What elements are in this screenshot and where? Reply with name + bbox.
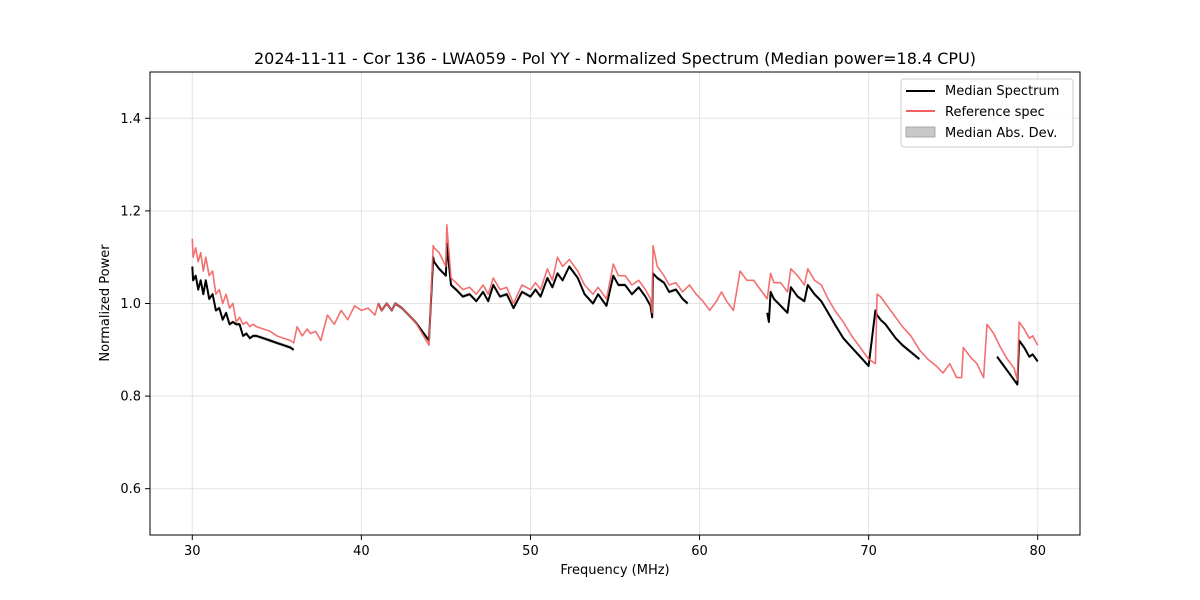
- y-axis-label: Normalized Power: [98, 244, 113, 362]
- y-tick-label: 1.2: [120, 204, 141, 219]
- legend-box: [900, 78, 1074, 148]
- x-tick-label: 30: [184, 544, 201, 559]
- reference-spec-line: [191, 224, 1039, 381]
- median-spectrum-line-segment-2: [766, 284, 921, 367]
- x-axis-label: Frequency (MHz): [560, 563, 669, 578]
- legend-label-median-spectrum: Median Spectrum: [945, 84, 1059, 99]
- legend-swatch-median-abs-dev: [905, 126, 936, 138]
- x-axis: 30 40 50 60 70 80: [184, 535, 1046, 559]
- x-tick-label: 70: [860, 544, 877, 559]
- x-tick-label: 50: [522, 544, 539, 559]
- y-tick-label: 1.0: [120, 297, 141, 312]
- legend-label-reference-spec: Reference spec: [945, 105, 1045, 120]
- x-tick-label: 80: [1029, 544, 1046, 559]
- legend: Median Spectrum Reference spec Median Ab…: [900, 78, 1074, 148]
- plot-series: [191, 224, 1039, 387]
- x-tick-label: 40: [353, 544, 370, 559]
- x-tick-label: 60: [691, 544, 708, 559]
- y-axis: 0.6 0.8 1.0 1.2 1.4: [120, 112, 150, 497]
- median-spectrum-line-segment-0: [191, 266, 295, 351]
- y-tick-label: 0.8: [120, 390, 141, 405]
- y-tick-label: 0.6: [120, 482, 141, 497]
- legend-label-median-abs-dev: Median Abs. Dev.: [945, 126, 1057, 141]
- y-tick-label: 1.4: [120, 112, 141, 127]
- chart-title: 2024-11-11 - Cor 136 - LWA059 - Pol YY -…: [254, 49, 976, 68]
